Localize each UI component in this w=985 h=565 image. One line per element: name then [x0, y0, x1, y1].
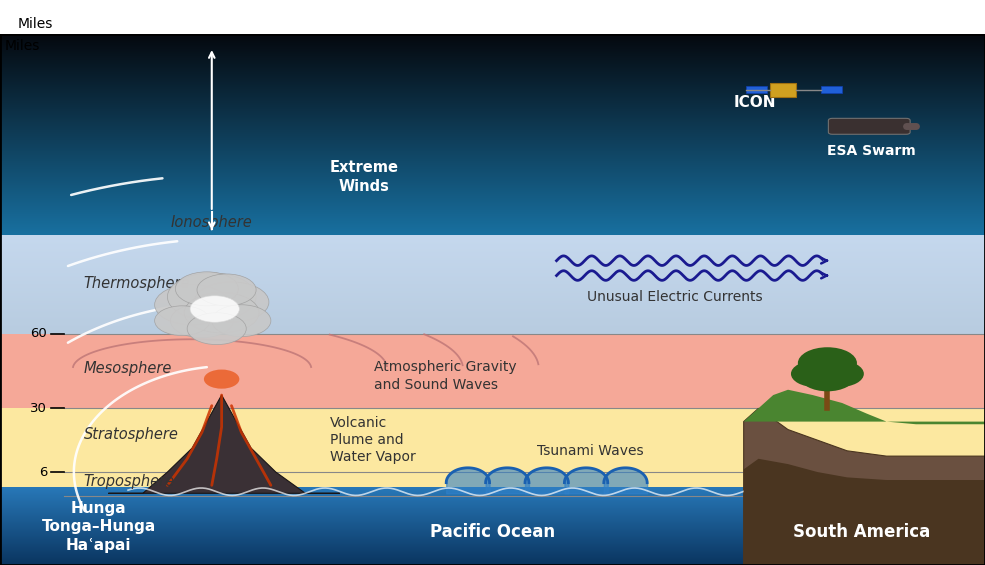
Text: Ionosphere: Ionosphere — [171, 215, 252, 230]
Circle shape — [175, 272, 238, 306]
Circle shape — [184, 293, 259, 333]
Circle shape — [194, 282, 269, 322]
Circle shape — [212, 305, 271, 337]
Text: ICON: ICON — [734, 95, 776, 110]
Circle shape — [791, 360, 840, 387]
Circle shape — [816, 355, 855, 376]
Circle shape — [155, 285, 230, 325]
Bar — [0, 334, 985, 408]
Text: Atmospheric Gravity
and Sound Waves: Atmospheric Gravity and Sound Waves — [374, 360, 517, 392]
Bar — [770, 82, 796, 97]
Text: Troposphere: Troposphere — [84, 473, 175, 489]
Text: 30: 30 — [31, 402, 47, 415]
Text: Extreme
Winds: Extreme Winds — [330, 160, 399, 194]
Text: Mesosphere: Mesosphere — [84, 361, 172, 376]
Circle shape — [800, 355, 839, 376]
Circle shape — [800, 362, 855, 392]
Text: 60: 60 — [31, 328, 47, 341]
Circle shape — [167, 273, 256, 321]
Text: Stratosphere: Stratosphere — [84, 427, 178, 442]
FancyBboxPatch shape — [828, 118, 910, 134]
Bar — [746, 86, 767, 93]
Text: Pacific Ocean: Pacific Ocean — [429, 523, 556, 541]
Text: ESA Swarm: ESA Swarm — [827, 144, 916, 158]
Circle shape — [204, 370, 239, 389]
Text: Unusual Electric Currents: Unusual Electric Currents — [587, 290, 762, 304]
Polygon shape — [744, 390, 985, 424]
Text: South America: South America — [793, 523, 931, 541]
Text: 6: 6 — [38, 466, 47, 479]
Circle shape — [798, 347, 857, 379]
Circle shape — [187, 312, 246, 345]
Text: Hunga
Tonga–Hunga
Haʿapai: Hunga Tonga–Hunga Haʿapai — [41, 501, 156, 553]
Circle shape — [815, 360, 864, 387]
Text: Miles: Miles — [5, 39, 40, 53]
Circle shape — [155, 306, 210, 336]
Bar — [0, 408, 985, 496]
Text: Thermosphere: Thermosphere — [84, 276, 190, 291]
Circle shape — [190, 295, 239, 322]
Polygon shape — [744, 459, 985, 565]
Circle shape — [170, 304, 233, 338]
Text: Tsunami Waves: Tsunami Waves — [537, 444, 643, 458]
Text: Miles: Miles — [18, 17, 53, 31]
Polygon shape — [744, 408, 985, 565]
Text: Volcanic
Plume and
Water Vapor: Volcanic Plume and Water Vapor — [330, 416, 416, 464]
Circle shape — [197, 274, 256, 306]
Polygon shape — [108, 395, 340, 493]
Bar — [821, 86, 842, 93]
